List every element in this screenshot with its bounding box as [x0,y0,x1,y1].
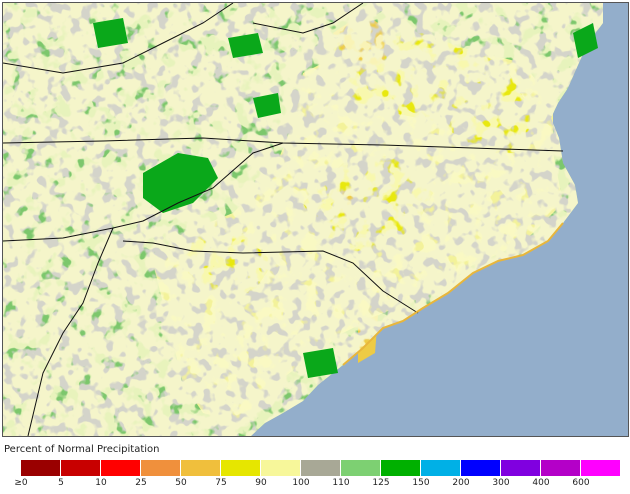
legend-swatch [141,460,180,476]
legend-tick-label: 110 [332,478,350,488]
legend-swatch [261,460,300,476]
state-borders [3,3,564,436]
legend-swatch [501,460,540,476]
legend-swatch [101,460,140,476]
precipitation-map [2,2,629,437]
legend-swatch [581,460,620,476]
legend-tick-label: 5 [58,478,64,488]
legend-tick-label: 125 [372,478,390,488]
legend-swatch [301,460,340,476]
map-canvas [3,3,603,436]
legend-swatch [61,460,100,476]
legend-tick-label: 25 [135,478,147,488]
legend-swatch [381,460,420,476]
legend-tick-label: 150 [412,478,430,488]
legend-tick-label: 50 [175,478,187,488]
legend-tick-label: 600 [572,478,590,488]
legend-tick-label: 10 [95,478,107,488]
legend-swatch [461,460,500,476]
legend-tick-label: 100 [292,478,310,488]
legend-tick-label: 200 [452,478,470,488]
coastline [342,222,564,366]
legend-tick-label: 300 [492,478,510,488]
legend-swatch [341,460,380,476]
legend-swatch [541,460,580,476]
legend-swatch [21,460,60,476]
legend-title: Percent of Normal Precipitation [4,444,160,455]
wet-regions [93,18,598,378]
legend-tick-label: 90 [255,478,267,488]
legend-tick-label: 400 [532,478,550,488]
legend-tick-label: 75 [215,478,227,488]
legend-swatch [421,460,460,476]
legend-swatch [221,460,260,476]
legend: ≥0 5 10 25 50 75 90 100 110 125 150 200 300 400 600 [14,460,627,492]
legend-swatch [181,460,220,476]
legend-tick-label: ≥0 [14,478,28,488]
